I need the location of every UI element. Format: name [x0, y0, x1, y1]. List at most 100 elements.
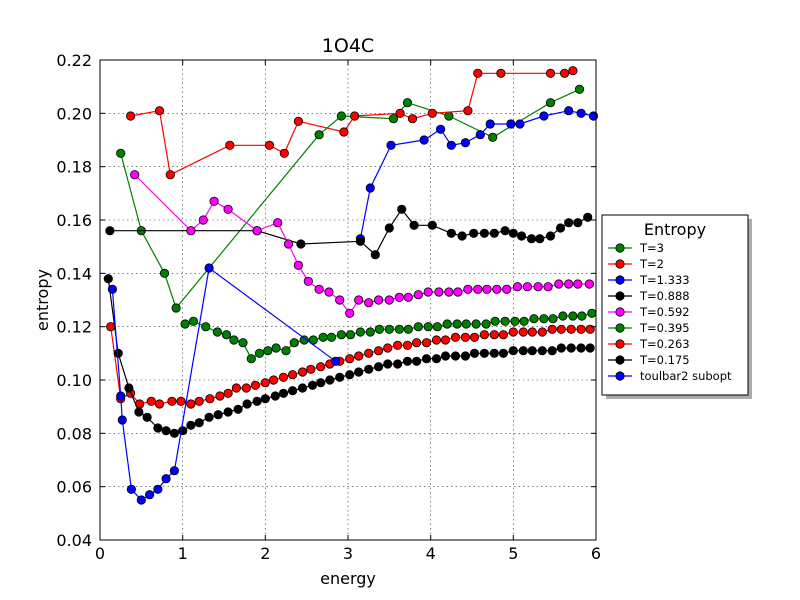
data-point — [194, 418, 204, 428]
legend-title: Entropy — [644, 220, 706, 239]
data-point — [556, 324, 566, 334]
data-point — [130, 170, 140, 180]
data-point — [335, 295, 345, 305]
data-point — [212, 327, 222, 337]
data-point — [260, 394, 270, 404]
legend-label: T=0.263 — [639, 337, 690, 351]
legend-label: T=0.592 — [639, 305, 690, 319]
data-point — [450, 332, 461, 342]
y-axis-label: entropy — [33, 269, 52, 331]
data-point — [461, 319, 471, 329]
y-tick-label: 0.20 — [56, 104, 92, 123]
data-point — [354, 295, 364, 305]
data-point — [475, 130, 485, 140]
data-point — [204, 412, 214, 422]
data-point — [432, 322, 442, 332]
data-point — [564, 279, 574, 289]
data-point — [263, 346, 273, 356]
x-tick-label: 5 — [508, 544, 518, 563]
legend-entry: toulbar2 subopt — [608, 369, 732, 383]
data-point — [373, 346, 384, 356]
legend-swatch-marker — [615, 259, 625, 269]
data-point — [397, 204, 407, 214]
data-point — [522, 282, 533, 292]
data-point — [241, 383, 251, 393]
data-point — [568, 311, 578, 321]
data-point — [374, 324, 384, 334]
data-point — [194, 396, 204, 406]
data-point — [508, 327, 518, 337]
data-point — [384, 223, 394, 233]
data-point — [287, 386, 298, 396]
data-point — [576, 324, 586, 334]
data-point — [384, 324, 394, 334]
data-point — [564, 218, 574, 228]
series-5 — [180, 308, 597, 364]
data-point — [204, 263, 214, 273]
data-point — [223, 388, 233, 398]
legend-swatch-marker — [615, 355, 625, 365]
data-point — [446, 140, 456, 150]
data-point — [545, 98, 556, 108]
data-point — [186, 399, 196, 409]
data-point — [254, 348, 265, 358]
data-point — [485, 119, 495, 129]
y-tick-label: 0.22 — [56, 51, 92, 70]
data-point — [431, 335, 442, 345]
data-point — [576, 343, 586, 353]
data-point — [386, 140, 396, 150]
legend: Entropy T=3 T=2 T=1.333 T=0.888 T=0.592 T=0.3… — [601, 214, 752, 399]
data-point — [431, 354, 442, 364]
data-point — [271, 343, 281, 353]
series-7 — [103, 274, 595, 438]
data-point — [568, 66, 578, 76]
data-point — [537, 346, 547, 356]
data-point — [297, 367, 308, 377]
data-point — [354, 351, 364, 361]
data-point — [223, 407, 233, 417]
data-point — [452, 319, 462, 329]
data-point — [364, 364, 374, 374]
data-point — [283, 239, 294, 249]
data-point — [508, 346, 518, 356]
y-tick-label: 0.04 — [56, 531, 92, 550]
data-point — [460, 332, 470, 342]
legend-box — [601, 214, 749, 396]
data-point — [246, 354, 256, 364]
data-point — [576, 108, 586, 118]
data-point — [134, 407, 144, 417]
data-point — [527, 346, 537, 356]
data-point — [463, 284, 473, 294]
data-point — [518, 327, 528, 337]
data-point — [142, 412, 152, 422]
data-point — [463, 106, 473, 116]
data-point — [450, 351, 461, 361]
data-point — [402, 340, 413, 350]
legend-swatch-marker — [615, 275, 625, 285]
data-point — [345, 308, 355, 318]
data-point — [336, 111, 346, 121]
data-point — [510, 316, 520, 326]
data-point — [556, 343, 566, 353]
y-tick-label: 0.12 — [56, 318, 92, 337]
data-point — [136, 495, 146, 505]
data-point — [345, 370, 355, 380]
data-point — [498, 348, 508, 358]
data-point — [365, 183, 375, 193]
data-point — [242, 399, 252, 409]
data-point — [153, 484, 163, 494]
legend-label: T=0.888 — [639, 289, 690, 303]
data-point — [178, 426, 188, 436]
data-point — [335, 372, 345, 382]
data-point — [260, 378, 270, 388]
legend-label: T=2 — [639, 257, 664, 271]
data-point — [229, 335, 239, 345]
legend-entry: T=0.263 — [608, 337, 690, 351]
data-point — [345, 354, 355, 364]
data-point — [535, 234, 545, 244]
data-point — [446, 228, 456, 238]
data-point — [434, 287, 444, 297]
data-point — [537, 327, 547, 337]
y-tick-label: 0.06 — [56, 478, 92, 497]
data-point — [330, 356, 341, 366]
